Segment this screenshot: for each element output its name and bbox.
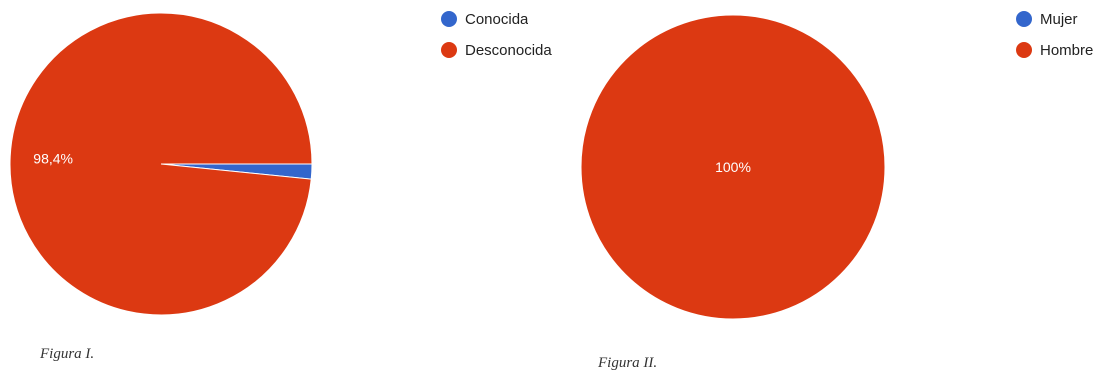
legend-swatch-hombre	[1016, 42, 1032, 58]
slice-label-desconocida: 98,4%	[33, 151, 73, 167]
pie-chart-2: 100%	[580, 14, 886, 320]
pie-slice-hombre[interactable]	[580, 14, 886, 320]
legend-chart-1: Conocida Desconocida	[441, 9, 552, 71]
legend-label-desconocida: Desconocida	[465, 41, 552, 59]
legend-label-hombre: Hombre	[1040, 41, 1094, 59]
slice-label-hombre: 100%	[715, 159, 751, 175]
pie-slice-desconocida[interactable]	[9, 12, 313, 316]
legend-label-mujer: Mujer	[1040, 10, 1078, 28]
legend-swatch-desconocida	[441, 42, 457, 58]
pie-chart-1: 98,4%	[9, 12, 313, 316]
legend-item-conocida[interactable]: Conocida	[441, 9, 552, 29]
legend-item-desconocida[interactable]: Desconocida	[441, 40, 552, 60]
legend-label-conocida: Conocida	[465, 10, 529, 28]
legend-swatch-mujer	[1016, 11, 1032, 27]
legend-item-mujer[interactable]: Mujer	[1016, 9, 1093, 29]
legend-chart-2: Mujer Hombre	[1016, 9, 1093, 71]
figure-caption-1: Figura I.	[40, 346, 95, 362]
legend-item-hombre[interactable]: Hombre	[1016, 40, 1093, 60]
figure-caption-2: Figura II.	[598, 355, 658, 371]
legend-swatch-conocida	[441, 11, 457, 27]
